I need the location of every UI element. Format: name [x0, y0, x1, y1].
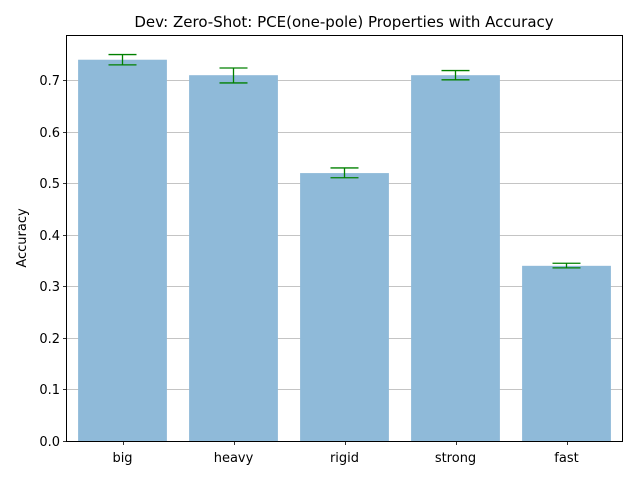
x-tick-label: heavy	[214, 451, 254, 466]
error-bar-fast	[552, 262, 581, 269]
y-tick-label: 0.0	[39, 435, 60, 450]
chart-title: Dev: Zero-Shot: PCE(one-pole) Properties…	[134, 13, 553, 31]
y-tick-label: 0.3	[39, 280, 60, 295]
y-tick-label: 0.2	[39, 332, 60, 347]
error-bar-big	[108, 53, 137, 66]
error-bar-rigid	[330, 167, 359, 179]
plot-area-frame	[66, 35, 623, 442]
y-axis-label: Accuracy	[15, 208, 30, 268]
x-axis-ticks: big heavy rigid strong fast	[112, 441, 579, 466]
bar-fast	[522, 265, 611, 441]
error-bar-strong	[441, 69, 470, 81]
y-tick-label: 0.5	[39, 177, 60, 192]
error-bar-heavy	[219, 67, 248, 84]
bars-layer	[78, 59, 611, 442]
y-tick-label: 0.4	[39, 229, 60, 244]
y-tick-label: 0.7	[39, 74, 60, 89]
error-bars-layer	[108, 53, 581, 269]
bar-big	[78, 59, 167, 442]
y-tick-label: 0.1	[39, 383, 60, 398]
y-tick-label: 0.6	[39, 126, 60, 141]
bar-heavy	[189, 75, 278, 442]
y-axis-ticks: 0.0 0.1 0.2 0.3 0.4 0.5 0.6 0.7	[39, 74, 67, 450]
x-tick-label: fast	[554, 451, 578, 466]
x-tick-label: big	[112, 451, 132, 466]
x-tick-label: rigid	[330, 451, 359, 466]
x-tick-label: strong	[435, 451, 476, 466]
bar-rigid	[300, 173, 389, 441]
bar-strong	[411, 75, 500, 442]
